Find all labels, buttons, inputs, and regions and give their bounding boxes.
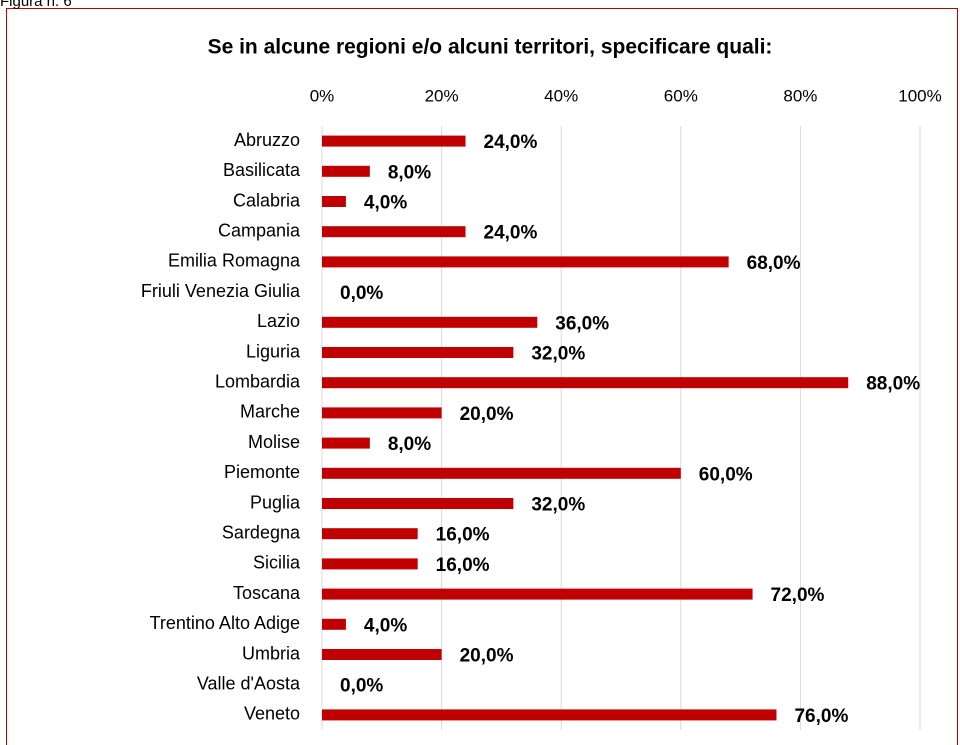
data-label: 24,0%: [484, 132, 538, 153]
frame: [6, 8, 958, 745]
y-tick-label: Liguria: [246, 341, 301, 361]
bar: [322, 196, 346, 207]
bar: [322, 256, 729, 268]
x-tick-label: 60%: [664, 86, 698, 105]
y-tick-label: Umbria: [242, 643, 301, 663]
y-tick-label: Valle d'Aosta: [197, 673, 301, 693]
x-tick-label: 20%: [425, 86, 459, 105]
bar: [322, 347, 514, 358]
y-tick-label: Friuli Venezia Giulia: [141, 281, 301, 301]
y-tick-label: Lombardia: [215, 371, 301, 391]
bar: [322, 407, 442, 419]
y-tick-label: Marche: [240, 402, 300, 422]
bar: [322, 498, 514, 509]
x-tick-label: 80%: [783, 86, 817, 105]
data-label: 20,0%: [460, 404, 514, 425]
data-label: 32,0%: [531, 495, 585, 516]
y-tick-label: Abruzzo: [234, 130, 300, 150]
data-label: 68,0%: [747, 253, 801, 274]
y-tick-label: Sardegna: [222, 522, 301, 542]
data-label: 0,0%: [340, 283, 383, 304]
data-label: 8,0%: [388, 162, 431, 183]
y-tick-label: Campania: [218, 220, 301, 240]
bar: [322, 467, 681, 479]
bar: [322, 649, 442, 660]
y-tick-label: Piemonte: [224, 462, 300, 482]
bar: [322, 437, 370, 449]
y-tick-label: Trentino Alto Adige: [150, 613, 300, 633]
figure-label: Figura n. 6: [0, 0, 72, 10]
data-label: 76,0%: [794, 706, 848, 727]
data-label: 24,0%: [484, 223, 538, 244]
data-label: 4,0%: [364, 615, 407, 636]
chart-title: Se in alcune regioni e/o alcuni territor…: [208, 36, 773, 59]
y-tick-label: Calabria: [233, 190, 301, 210]
bar: [322, 558, 418, 570]
bar: [322, 588, 753, 600]
data-label: 60,0%: [699, 464, 753, 485]
y-tick-label: Lazio: [257, 311, 300, 331]
data-label: 4,0%: [364, 193, 407, 214]
y-tick-label: Veneto: [244, 704, 300, 724]
y-tick-label: Molise: [248, 432, 300, 452]
bar: [322, 709, 777, 721]
bar: [322, 165, 370, 177]
bar: [322, 316, 538, 328]
data-label: 36,0%: [555, 313, 609, 334]
data-label: 72,0%: [771, 585, 825, 606]
data-label: 0,0%: [340, 676, 383, 697]
x-tick-label: 0%: [310, 86, 335, 105]
y-tick-label: Sicilia: [253, 553, 301, 573]
bar: [322, 135, 466, 147]
y-tick-label: Emilia Romagna: [168, 251, 301, 271]
data-label: 16,0%: [436, 555, 490, 576]
bar: [322, 377, 849, 389]
data-label: 88,0%: [866, 374, 920, 395]
bar: [322, 618, 346, 630]
bar: [322, 226, 466, 238]
data-label: 20,0%: [460, 646, 514, 667]
bar: [322, 528, 418, 540]
data-label: 16,0%: [436, 525, 490, 546]
data-label: 8,0%: [388, 434, 431, 455]
x-tick-label: 100%: [898, 86, 941, 105]
data-label: 32,0%: [531, 344, 585, 365]
x-tick-label: 40%: [544, 86, 578, 105]
y-tick-label: Toscana: [233, 583, 301, 603]
y-tick-label: Basilicata: [223, 160, 301, 180]
y-tick-label: Puglia: [250, 492, 301, 512]
